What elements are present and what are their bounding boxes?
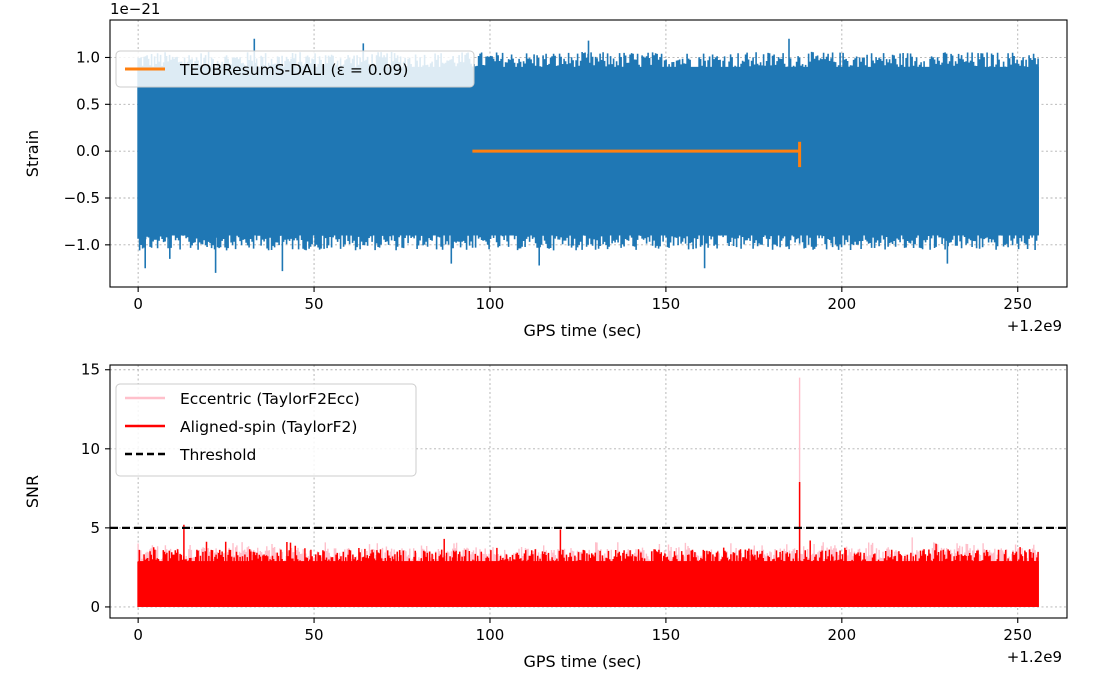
x-tick-label: 250 <box>1003 626 1032 644</box>
strain-noise-trace <box>137 38 1039 273</box>
snr-x-offset: +1.2e9 <box>1007 648 1062 666</box>
aligned-legend-label: Aligned-spin (TaylorF2) <box>180 418 357 436</box>
y-tick-label: 0.0 <box>76 142 100 160</box>
y-tick-label: 5 <box>90 519 100 537</box>
strain-legend-box <box>115 50 475 88</box>
x-tick-label: 100 <box>476 626 505 644</box>
strain-y-multiplier: 1e−21 <box>110 0 160 18</box>
x-tick-label: 0 <box>133 626 143 644</box>
y-tick-label: 10 <box>81 440 100 458</box>
x-tick-label: 50 <box>305 626 324 644</box>
teob-legend-label: TEOBResumS-DALI (ε = 0.09) <box>179 61 408 79</box>
x-tick-label: 150 <box>652 295 681 313</box>
snr-legend-box <box>115 383 417 477</box>
strain-x-offset: +1.2e9 <box>1007 317 1062 335</box>
snr-legend: Eccentric (TaylorF2Ecc) Aligned-spin (Ta… <box>115 383 417 477</box>
snr-ticks: 0 50 100 150 200 250 0 5 10 15 <box>81 361 1032 644</box>
x-tick-label: 250 <box>1003 295 1032 313</box>
strain-plot-area <box>137 38 1039 273</box>
snr-plot-area <box>110 377 1067 607</box>
strain-axes-frame <box>109 19 1068 288</box>
y-tick-label: 1.0 <box>76 48 100 66</box>
y-tick-label: 0.5 <box>76 95 100 113</box>
x-tick-label: 50 <box>305 295 324 313</box>
snr-y-axis-title: SNR <box>23 475 42 508</box>
x-tick-label: 100 <box>476 295 505 313</box>
y-tick-label: 0 <box>90 598 100 616</box>
snr-axes-frame <box>109 364 1068 619</box>
snr-panel: 0 50 100 150 200 250 0 5 10 15 +1.2e9 GPS time (s… <box>23 361 1068 671</box>
y-tick-label: −1.0 <box>64 236 100 254</box>
strain-panel: 0 50 100 150 200 250 −1.0 −0.5 0.0 0.5 1.0 1e−21 +… <box>23 0 1068 340</box>
strain-x-axis-title: GPS time (sec) <box>524 321 642 340</box>
y-tick-label: −0.5 <box>64 189 100 207</box>
x-tick-label: 0 <box>133 295 143 313</box>
x-tick-label: 150 <box>652 626 681 644</box>
strain-legend: TEOBResumS-DALI (ε = 0.09) <box>115 50 475 88</box>
snr-x-axis-title: GPS time (sec) <box>524 652 642 671</box>
strain-ticks: 0 50 100 150 200 250 −1.0 −0.5 0.0 0.5 1.0 <box>64 48 1033 313</box>
x-tick-label: 200 <box>828 626 857 644</box>
threshold-legend-label: Threshold <box>179 446 256 464</box>
eccentric-legend-label: Eccentric (TaylorF2Ecc) <box>180 390 360 408</box>
y-tick-label: 15 <box>81 361 100 379</box>
x-tick-label: 200 <box>828 295 857 313</box>
strain-y-axis-title: Strain <box>23 130 42 177</box>
aligned-snr-trace <box>137 482 1039 607</box>
